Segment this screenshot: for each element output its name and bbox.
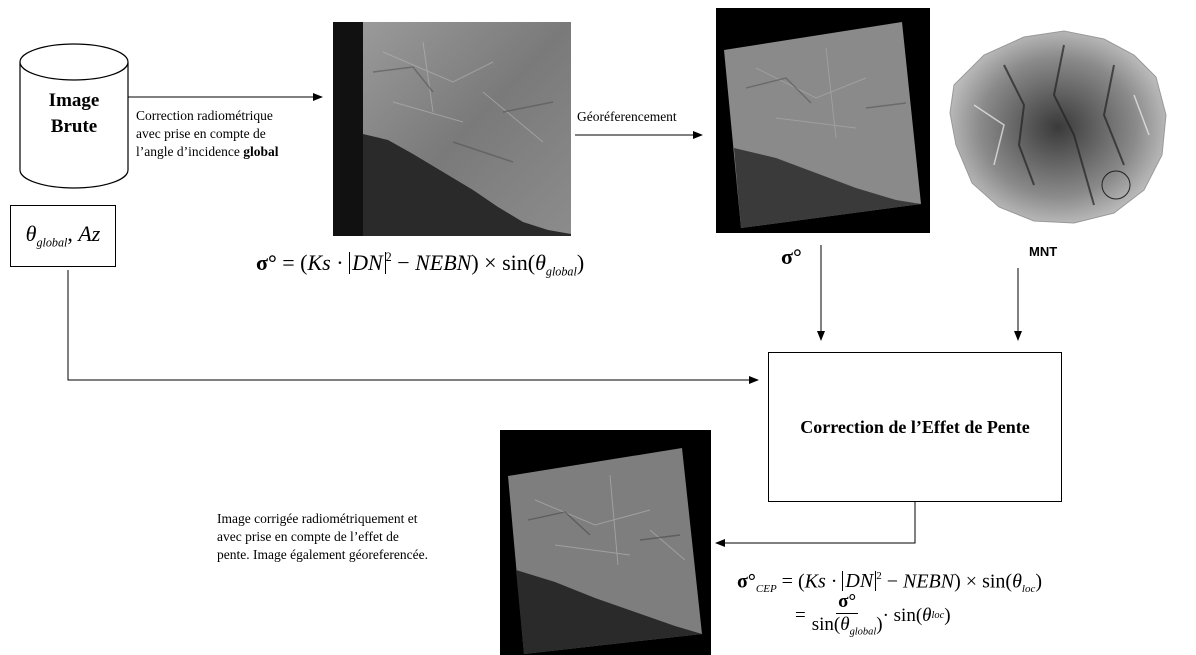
correction-label-line2: avec prise en compte de (136, 126, 266, 141)
sar-image-3 (500, 430, 711, 655)
sar-image-1 (333, 22, 571, 236)
formula2-den-sin: sin( (811, 613, 841, 635)
image-brute-database: Image Brute (18, 42, 130, 192)
angle-parameters-formula: θglobal, Az (26, 221, 101, 250)
correction-label-line3: l’angle d’incidence global (136, 143, 278, 161)
formula2-tail-theta: θ (922, 604, 932, 626)
database-cylinder-icon (19, 43, 129, 189)
angle-parameters-box: θglobal, Az (10, 205, 116, 267)
formula1-minus: − (391, 250, 416, 276)
formula1-times-sin: ) × sin( (471, 250, 536, 276)
formula-sigma-global: σ° = (Ks · DN 2 − NEBN) × sin(θglobal) (256, 240, 584, 289)
formula2-close: ) (1035, 570, 1043, 593)
formula2-times-sin: ) × sin( (954, 570, 1013, 593)
radiometric-sar-image (333, 22, 571, 236)
correction-label-line3-text: l’angle d’incidence (136, 144, 244, 159)
formula2-line1: σ°CEP = (Ks · DN 2 − NEBN) × sin(θloc) (737, 560, 1042, 605)
result-caption: Image corrigée radiométriquement et avec… (217, 510, 428, 564)
arrow-slope-to-result (715, 502, 916, 547)
formula2-sigma-sub: CEP (755, 583, 777, 596)
formula2-den-sub: global (849, 626, 877, 638)
formula-sigma-cep: σ°CEP = (Ks · DN 2 − NEBN) × sin(θloc) (737, 560, 1042, 605)
formula1-close: ) (576, 250, 585, 276)
result-caption-line1: Image corrigée radiométriquement et (217, 511, 418, 526)
formula2-tail-sin: · sin( (882, 604, 923, 626)
formula1-dot: · (330, 250, 350, 276)
theta-subscript: global (36, 235, 68, 250)
radiometric-correction-label: Correction radiométrique avec prise en c… (136, 107, 278, 161)
formula2-dot: · (825, 570, 843, 593)
dem-image (944, 25, 1170, 227)
sigma-label: σ° (781, 244, 802, 269)
formula2-den-theta: θ (840, 613, 850, 635)
formula2-minus: − (881, 570, 903, 593)
formula2-den-close: ) (876, 613, 883, 635)
formula2-ks: Ks (804, 570, 826, 593)
theta-symbol: θ (25, 221, 37, 247)
azimuth-symbol: Az (78, 221, 101, 247)
result-caption-line2: avec prise en compte de l’effet de (217, 529, 399, 544)
correction-label-line1: Correction radiométrique (136, 108, 273, 123)
formula1-theta-sub: global (545, 264, 577, 279)
database-label-line2: Brute (50, 116, 98, 137)
result-caption-line3: pente. Image également géoreferencée. (217, 547, 428, 562)
mnt-label: MNT (1029, 244, 1058, 259)
formula1-square: 2 (385, 250, 392, 264)
formula1-dn: DN (349, 252, 386, 275)
formula2-sigma: σ° (737, 570, 756, 593)
database-label-line1: Image (48, 90, 100, 111)
dem-relief-icon (949, 30, 1167, 224)
formula2-eq2: = (795, 604, 806, 626)
formula1-eq: = ( (276, 250, 308, 276)
formula2-theta: θ (1012, 570, 1022, 593)
sar-image-2 (716, 8, 930, 233)
georeferenced-sar-image (716, 8, 930, 233)
formula2-fraction: σ° sin(θglobal) (812, 591, 883, 639)
formula1-theta: θ (535, 250, 546, 276)
slope-correction-box: Correction de l’Effet de Pente (768, 352, 1062, 502)
formula1-nebn: NEBN (415, 250, 472, 276)
formula2-eq: = ( (776, 570, 805, 593)
formula2-line2: = σ° sin(θglobal) · sin(θ loc) (795, 591, 951, 639)
formula2-fraction-denominator: sin(θglobal) (812, 614, 883, 639)
formula2-dn: DN (842, 571, 877, 592)
formula2-fraction-numerator: σ° (836, 591, 859, 614)
separator: , (67, 221, 79, 247)
formula2-square: 2 (876, 570, 882, 582)
formula2-nebn: NEBN (903, 570, 955, 593)
formula2-tail-sub: loc (931, 610, 945, 622)
formula1-sigma: σ° (256, 250, 277, 276)
formula2-tail-close: ) (944, 604, 951, 626)
slope-correction-title: Correction de l’Effet de Pente (800, 416, 1030, 437)
corrected-sar-image (500, 430, 711, 655)
arrow-angles-to-slope (67, 270, 759, 384)
formula1-ks: Ks (307, 250, 331, 276)
formula2-theta-sub: loc (1021, 583, 1036, 596)
georeferencing-label: Géoréferencement (577, 109, 677, 124)
correction-label-bold: global (243, 144, 279, 159)
